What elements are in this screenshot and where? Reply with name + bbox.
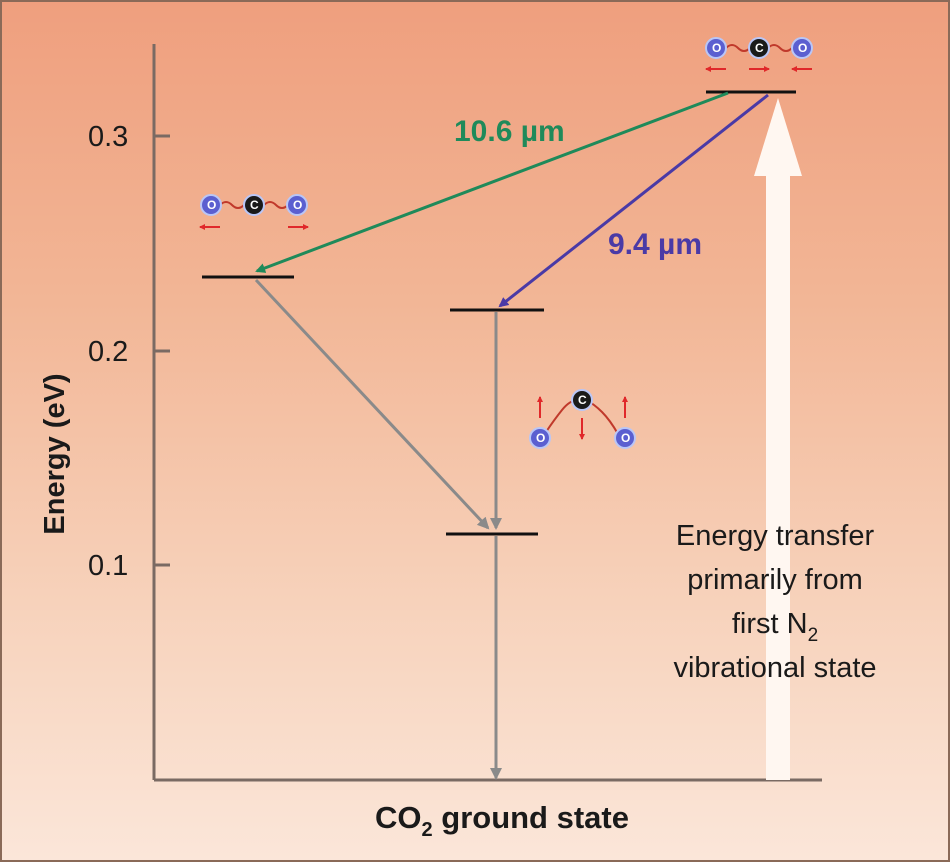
atom-letter-o: O [798, 41, 807, 55]
x-axis-title: CO2 ground state [375, 800, 629, 841]
bending-molecule-icon: O C O [529, 389, 636, 449]
wavelength-label-10-6: 10.6 µm [454, 115, 565, 148]
atom-letter-c: C [250, 198, 259, 212]
transition-10-6-arrow [255, 91, 729, 273]
atom-letter-c: C [755, 41, 764, 55]
energy-transfer-note: Energy transfer primarily from first N2 … [673, 520, 876, 684]
note-line-4: vibrational state [673, 652, 876, 684]
pump-arrow [754, 98, 802, 780]
atom-letter-o: O [621, 431, 630, 445]
transition-9-4-arrow [498, 93, 769, 308]
atom-letter-c: C [578, 393, 587, 407]
asymmetric-stretch-molecule-icon: O C O [705, 37, 813, 72]
tick-label-0.1: 0.1 [88, 550, 128, 582]
note-line-3: first N2 [732, 608, 818, 646]
atom-letter-o: O [712, 41, 721, 55]
decay-arrow-diagonal [254, 278, 490, 530]
note-line-1: Energy transfer [676, 520, 875, 552]
symmetric-stretch-molecule-icon: O C O [199, 194, 309, 230]
tick-label-0.2: 0.2 [88, 336, 128, 368]
atom-letter-o: O [293, 198, 302, 212]
y-axis-title: Energy (eV) [39, 373, 71, 534]
atom-letter-o: O [207, 198, 216, 212]
wavelength-label-9-4: 9.4 µm [608, 228, 702, 261]
atom-letter-o: O [536, 431, 545, 445]
note-line-2: primarily from [687, 564, 863, 596]
tick-label-0.3: 0.3 [88, 121, 128, 153]
